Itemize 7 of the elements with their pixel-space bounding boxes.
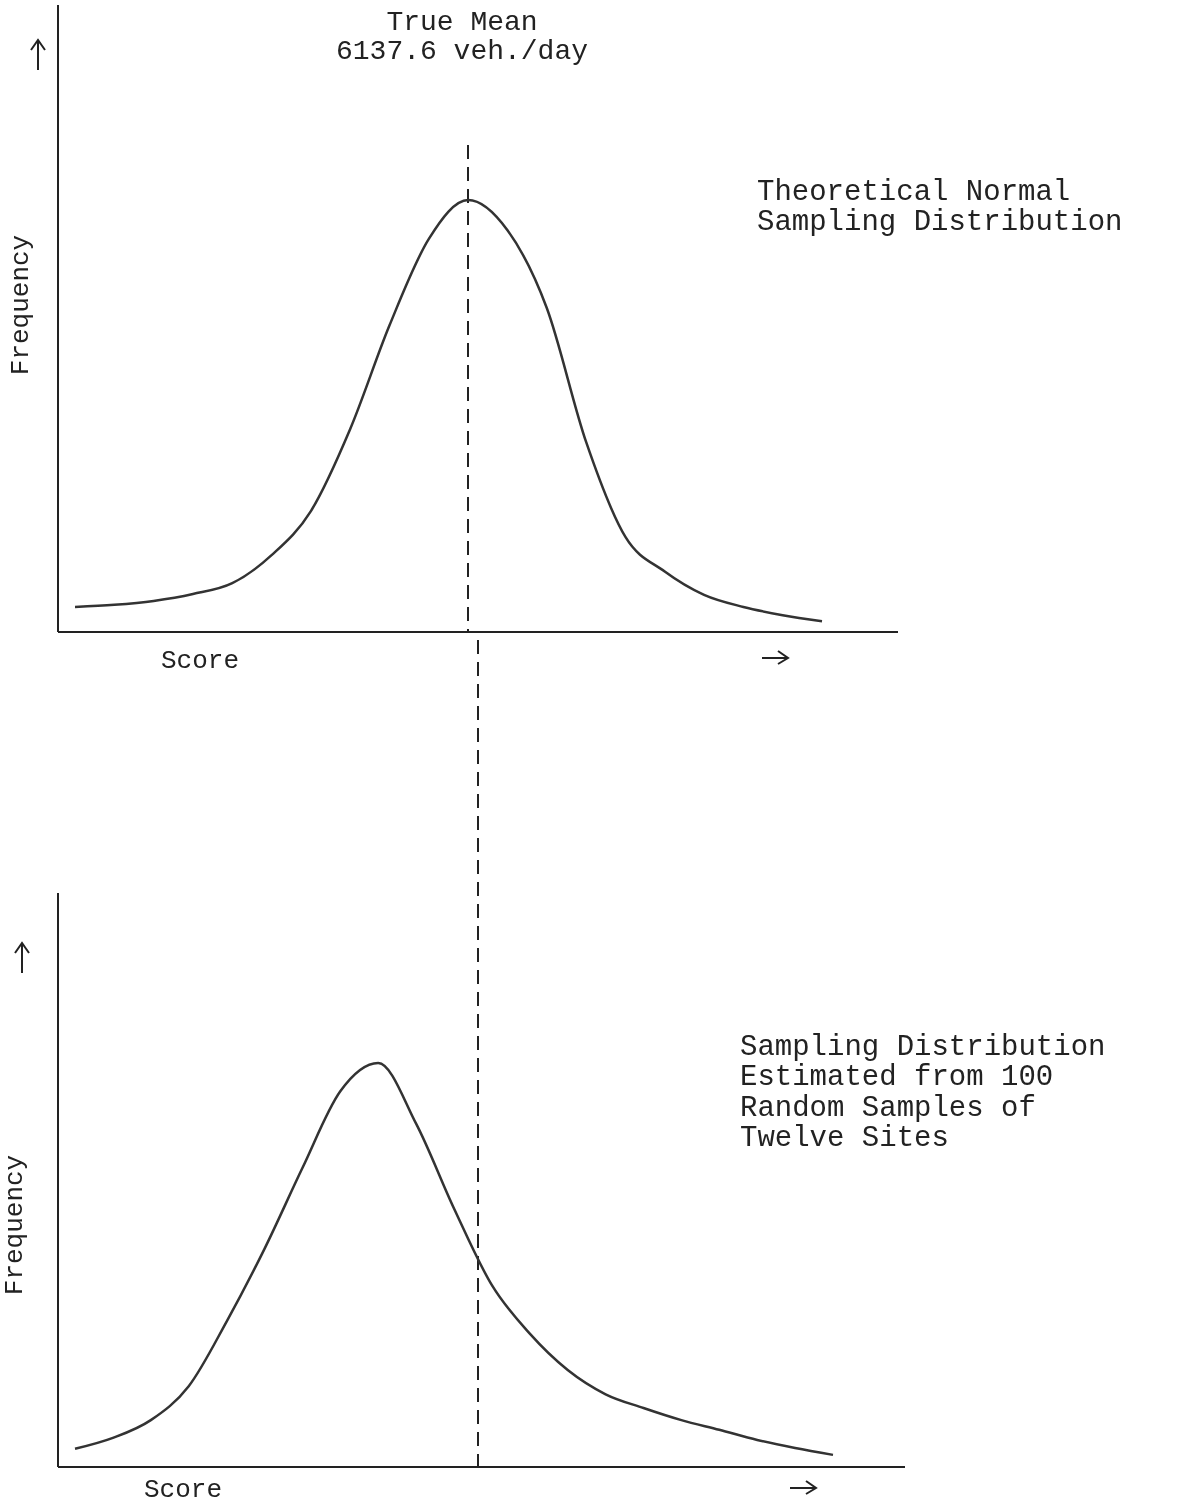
annotation: Theoretical Normal Sampling Distribution xyxy=(757,176,1123,240)
x-axis-title: Score xyxy=(160,646,240,676)
text: True Mean 6137.6 veh./day xyxy=(335,7,589,68)
y-axis-title: Frequency xyxy=(6,234,36,376)
y-axis-title: Frequency xyxy=(0,1154,30,1296)
annotation: Sampling Distribution Estimated from 100 Random Samples of Twelve Sites xyxy=(740,1031,1106,1156)
x-axis-title: Score xyxy=(143,1475,223,1504)
